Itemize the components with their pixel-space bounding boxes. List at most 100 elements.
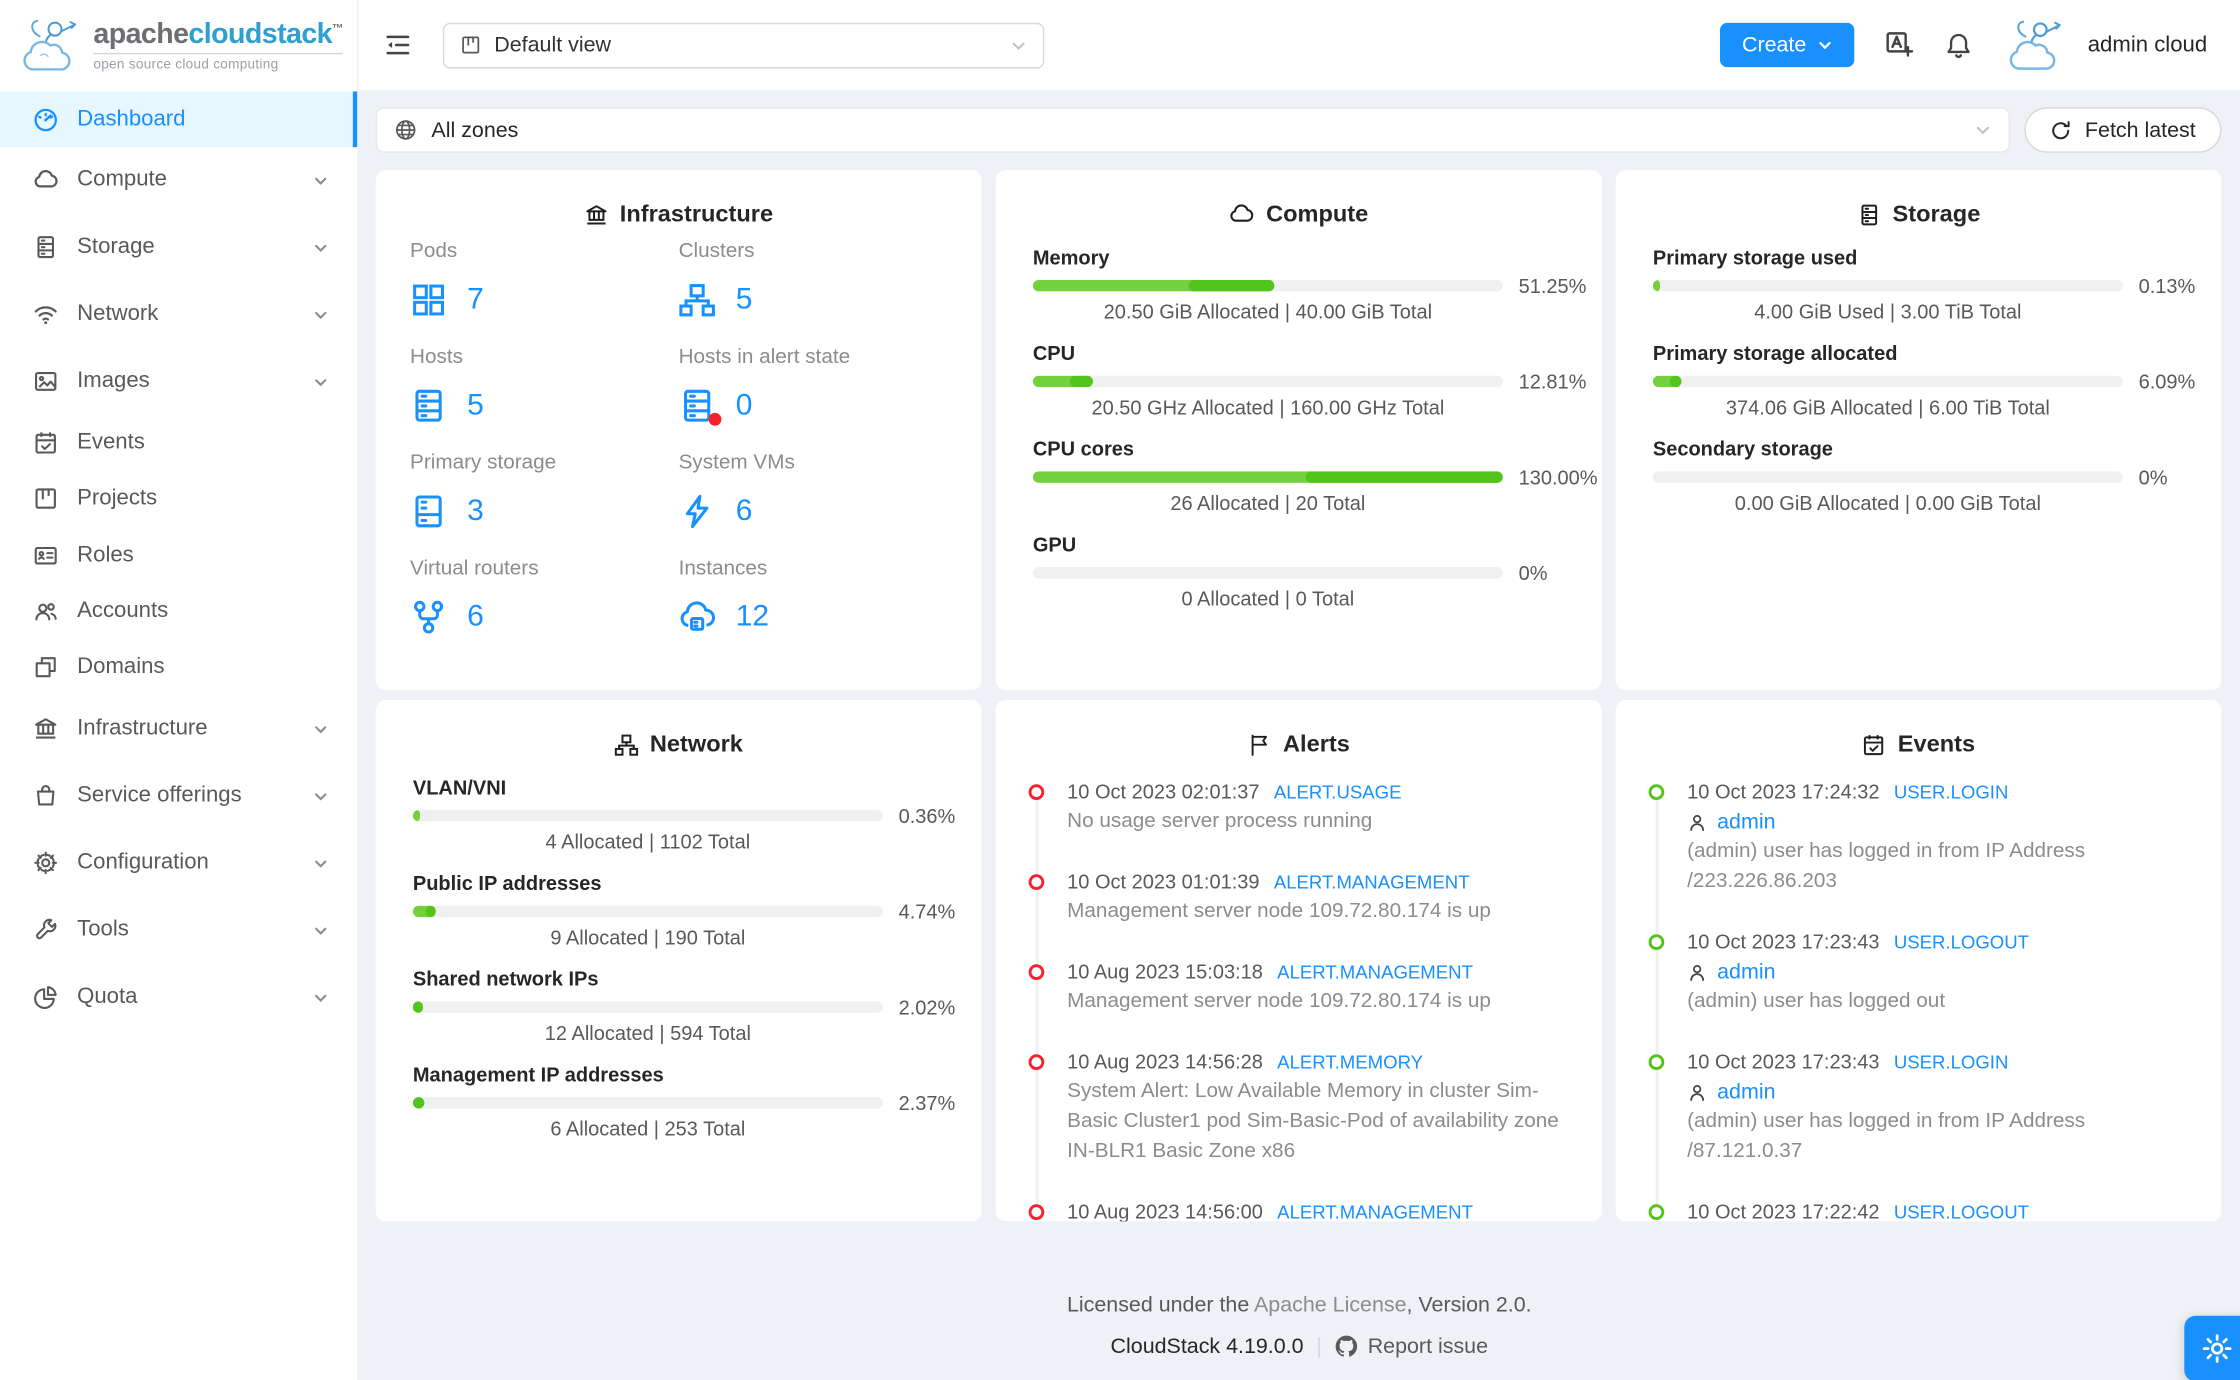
view-select-value: Default view — [494, 32, 612, 58]
sidebar-item-images[interactable]: Images — [0, 353, 357, 410]
sidebar-item-network[interactable]: Network — [0, 286, 357, 343]
stat-hosts-alert: Hosts in alert state 0 — [679, 346, 948, 427]
pie-chart-icon — [33, 984, 59, 1010]
sidebar-item-domains[interactable]: Domains — [0, 639, 357, 695]
sidebar-item-configuration[interactable]: Configuration — [0, 834, 357, 891]
sidebar-item-roles[interactable]: Roles — [0, 527, 357, 583]
storage-server-icon — [33, 234, 59, 260]
event-item: 10 Oct 2023 17:23:43 USER.LOGIN admin (ad… — [1616, 1047, 2222, 1167]
notifications-button[interactable] — [1945, 31, 1974, 60]
infrastructure-card: Infrastructure Pods 7 Clusters — [375, 169, 982, 690]
event-dot-icon — [1648, 934, 1665, 950]
bank-icon — [584, 202, 608, 226]
fork-icon — [410, 599, 447, 636]
progress-bar — [412, 905, 883, 918]
sidebar-item-accounts[interactable]: Accounts — [0, 583, 357, 639]
database-alert-icon — [679, 387, 722, 426]
chevron-down-icon — [1819, 41, 1832, 50]
event-type-link[interactable]: USER.LOGIN — [1893, 781, 2009, 803]
meter-memory: Memory 51.25% 20.50 GiB Allocated | 40.0… — [1032, 245, 1587, 323]
sidebar-item-storage[interactable]: Storage — [0, 219, 357, 276]
sidebar-item-quota[interactable]: Quota — [0, 969, 357, 1026]
view-select[interactable]: Default view — [442, 22, 1045, 68]
meter-secondary-storage: Secondary storage 0% 0.00 GiB Allocated … — [1652, 437, 2168, 515]
settings-fab-button[interactable] — [2184, 1315, 2240, 1380]
event-user-link[interactable]: admin — [1717, 1079, 1776, 1105]
meter-primary-storage-allocated: Primary storage allocated 6.09% 374.06 G… — [1652, 341, 2196, 419]
events-timeline: 10 Oct 2023 17:24:32 USER.LOGIN admin (ad… — [1616, 760, 2222, 1221]
alerts-card: Alerts 10 Oct 2023 02:01:37 ALERT.USAGE N… — [995, 699, 1602, 1222]
sidebar-item-events[interactable]: Events — [0, 414, 357, 470]
alert-item: 10 Aug 2023 15:03:18 ALERT.MANAGEMENT Man… — [996, 957, 1602, 1017]
zone-select-value: All zones — [431, 117, 519, 143]
stat-system-vms: System VMs 6 — [679, 451, 948, 532]
progress-bar — [1652, 471, 2123, 483]
chevron-down-icon — [313, 989, 329, 1005]
sidebar-item-tools[interactable]: Tools — [0, 901, 357, 958]
stat-pods: Pods 7 — [410, 240, 679, 321]
apache-license-link[interactable]: Apache License — [1254, 1292, 1407, 1318]
sidebar-item-compute[interactable]: Compute — [0, 151, 357, 208]
progress-bar — [1032, 279, 1503, 292]
alert-type-link[interactable]: ALERT.MEMORY — [1277, 1051, 1424, 1073]
cloudmonkey-logo-icon — [23, 19, 77, 70]
alert-type-link[interactable]: ALERT.USAGE — [1273, 781, 1402, 803]
sidebar-menu: Dashboard Compute Storage Net — [0, 90, 358, 1026]
sidebar-item-service-offerings[interactable]: Service offerings — [0, 767, 357, 824]
alert-item: 10 Oct 2023 01:01:39 ALERT.MANAGEMENT Man… — [996, 867, 1602, 927]
meter-public-ip: Public IP addresses 4.74% 9 Allocated | … — [412, 871, 956, 949]
event-user-link[interactable]: admin — [1717, 959, 1776, 985]
alert-type-link[interactable]: ALERT.MANAGEMENT — [1273, 871, 1470, 893]
stat-instances: Instances 12 — [679, 557, 948, 638]
sidebar-item-infrastructure[interactable]: Infrastructure — [0, 700, 357, 757]
reload-icon — [2051, 119, 2072, 140]
user-avatar[interactable] — [2003, 16, 2069, 73]
alert-item: 10 Aug 2023 14:56:28 ALERT.MEMORY System … — [996, 1047, 1602, 1167]
progress-bar — [1032, 471, 1503, 483]
event-user-link[interactable]: admin — [1717, 809, 1776, 835]
stat-primary-storage: Primary storage 3 — [410, 451, 679, 532]
user-name[interactable]: admin cloud — [2087, 32, 2208, 57]
meter-management-ips: Management IP addresses 2.37% 6 Allocate… — [412, 1062, 956, 1140]
calendar-check-icon — [33, 429, 59, 455]
report-issue-link[interactable]: Report issue — [1335, 1326, 1488, 1367]
card-title-text: Storage — [1892, 201, 1981, 228]
thunderbolt-icon — [679, 493, 716, 530]
chevron-down-icon — [313, 855, 329, 871]
chevron-down-icon — [313, 306, 329, 322]
progress-bar — [412, 809, 883, 822]
translate-button[interactable] — [1885, 30, 1915, 60]
card-title-text: Events — [1897, 731, 1976, 758]
alert-type-link[interactable]: ALERT.MANAGEMENT — [1277, 961, 1473, 983]
translate-icon — [1887, 32, 1914, 57]
alert-status-dot — [708, 412, 722, 426]
globe-icon — [394, 119, 417, 142]
sidebar-collapse-button[interactable] — [384, 31, 411, 58]
domains-icon — [33, 654, 59, 680]
storage-server-icon — [1857, 202, 1881, 226]
dashboard-gauge-icon — [33, 106, 59, 132]
card-title-text: Infrastructure — [619, 201, 774, 228]
zone-select[interactable]: All zones — [375, 107, 2011, 153]
shopping-bag-icon — [33, 783, 59, 809]
fetch-latest-button[interactable]: Fetch latest — [2024, 107, 2222, 153]
event-type-link[interactable]: USER.LOGOUT — [1893, 1201, 2029, 1222]
event-type-link[interactable]: USER.LOGIN — [1893, 1051, 2009, 1073]
team-icon — [33, 598, 59, 624]
bell-icon — [1948, 33, 1971, 58]
alerts-timeline: 10 Oct 2023 02:01:37 ALERT.USAGE No usage… — [996, 760, 1602, 1221]
alert-type-link[interactable]: ALERT.MANAGEMENT — [1277, 1201, 1473, 1222]
gear-icon — [2202, 1334, 2232, 1363]
sidebar-item-projects[interactable]: Projects — [0, 470, 357, 526]
create-button[interactable]: Create — [1720, 22, 1855, 68]
cloud-icon — [33, 167, 59, 193]
chevron-down-icon — [313, 788, 329, 804]
wrench-icon — [33, 917, 59, 943]
stat-hosts: Hosts 5 — [410, 346, 679, 427]
cluster-icon — [614, 732, 638, 756]
sidebar-item-dashboard[interactable]: Dashboard — [0, 91, 358, 148]
event-dot-icon — [1648, 1204, 1665, 1220]
apache-cloudstack-logo[interactable]: apachecloudstack™ open source cloud comp… — [0, 0, 357, 90]
event-type-link[interactable]: USER.LOGOUT — [1893, 931, 2029, 953]
progress-bar — [1032, 375, 1503, 388]
